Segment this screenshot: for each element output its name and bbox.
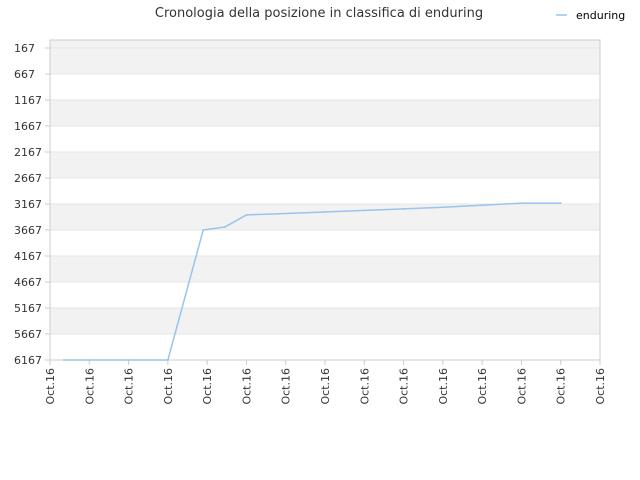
y-axis-ticks: 167 667 1167 1667 2167 2667 3167 3667 4167 4667 51… (14, 42, 50, 367)
x-tick-label: Oct.16 (83, 368, 96, 405)
series-point (441, 206, 444, 209)
y-tick-label: 5167 (14, 302, 42, 315)
plot-frame (49, 39, 601, 361)
series-point (520, 202, 523, 205)
x-tick-label: Oct.16 (594, 368, 607, 405)
y-tick-label: 167 (14, 42, 35, 55)
plot-band (50, 256, 600, 282)
y-tick-label: 6167 (14, 354, 42, 367)
x-tick-label: Oct.16 (358, 368, 371, 405)
plot-band (50, 152, 600, 178)
x-tick-label: Oct.16 (398, 368, 411, 405)
series-point (324, 211, 326, 213)
series-point (481, 204, 484, 207)
x-tick-label: Oct.16 (44, 368, 57, 405)
plot-band (50, 48, 600, 74)
plot-band (50, 204, 600, 230)
chart-title: Cronologia della posizione in classifica… (155, 6, 483, 21)
plot-band (50, 40, 600, 48)
series-point (223, 226, 226, 228)
series-point (62, 359, 65, 361)
series-point (88, 359, 91, 361)
x-tick-label: Oct.16 (476, 368, 489, 405)
y-tick-label: 1167 (14, 94, 42, 107)
series-point (166, 359, 169, 361)
y-tick-label: 3167 (14, 198, 42, 211)
y-tick-label: 5667 (14, 328, 42, 341)
series-point (284, 212, 287, 215)
y-tick-label: 3667 (14, 224, 42, 237)
series-point (245, 214, 248, 216)
x-tick-label: Oct.16 (240, 368, 253, 405)
x-tick-label: Oct.16 (319, 368, 332, 405)
x-tick-label: Oct.16 (280, 368, 293, 405)
series-point (402, 207, 405, 210)
series-point (363, 209, 366, 212)
series-group (62, 202, 562, 361)
x-tick-label: Oct.16 (437, 368, 450, 405)
series-point (202, 229, 205, 231)
legend: enduring (556, 9, 625, 22)
y-tick-label: 4167 (14, 250, 42, 263)
plot-band (50, 100, 600, 126)
series-point (559, 202, 562, 205)
y-tick-label: 2167 (14, 146, 42, 159)
x-tick-label: Oct.16 (555, 368, 568, 405)
y-tick-label: 2667 (14, 172, 42, 185)
x-tick-label: Oct.16 (201, 368, 214, 405)
y-tick-label: 667 (14, 68, 35, 81)
y-tick-label: 1667 (14, 120, 42, 133)
x-axis-ticks: Oct.16 Oct.16 Oct.16 Oct.16 Oct.16 Oct.16 Oct.… (44, 360, 607, 405)
x-tick-label: Oct.16 (123, 368, 136, 405)
legend-label: enduring (576, 9, 625, 22)
plot-band (50, 308, 600, 334)
y-tick-label: 4667 (14, 276, 42, 289)
plot-bands (50, 40, 600, 334)
x-tick-label: Oct.16 (515, 368, 528, 405)
series-point (127, 359, 130, 361)
x-tick-label: Oct.16 (162, 368, 175, 405)
